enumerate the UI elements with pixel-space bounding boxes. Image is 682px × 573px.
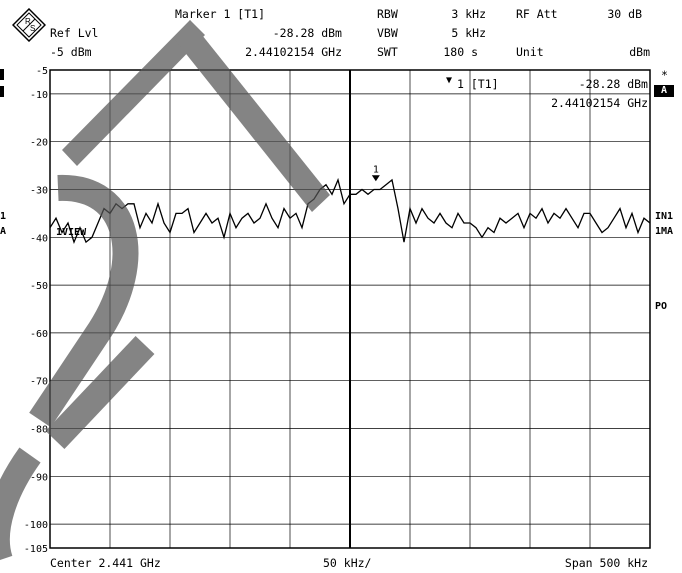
unit-value: dBm [629, 45, 650, 59]
y-tick-label: -105 [24, 544, 48, 555]
unit-label: Unit [516, 45, 544, 59]
y-tick-label: -100 [24, 520, 48, 531]
marker-title: Marker 1 [T1] [175, 7, 266, 21]
marker-label: 1 [373, 164, 379, 175]
rbw-label: RBW [377, 7, 398, 21]
y-tick-label: -50 [30, 281, 48, 292]
vbw-label: VBW [377, 26, 398, 40]
status-block-1 [0, 69, 4, 80]
rf-att-value: 30 dB [607, 7, 642, 21]
vbw-value: 5 kHz [451, 26, 486, 40]
swt-value: 180 s [443, 45, 478, 59]
y-tick-label: -20 [30, 138, 48, 149]
y-tick-label: -80 [30, 425, 48, 436]
rf-att-label: RF Att [516, 7, 558, 21]
swt-label: SWT [377, 45, 398, 59]
y-tick-label: -10 [30, 90, 48, 101]
marker-level: -28.28 dBm [272, 26, 342, 40]
trace-line [49, 177, 651, 244]
star-indicator: * [661, 68, 668, 82]
left-trace-number: 1 [0, 211, 7, 222]
ref-lvl-label: Ref Lvl [50, 26, 99, 40]
center-frequency: Center 2.441 GHz [50, 556, 161, 570]
y-tick-label: -70 [30, 377, 48, 388]
y-tick-label: -30 [30, 186, 48, 197]
left-trace-a: A [0, 226, 7, 237]
marker-point: 1 [371, 164, 380, 182]
y-tick-label: -90 [30, 472, 48, 483]
trace-mode-indicator: 1MA [655, 226, 674, 237]
per-division: 50 kHz/ [323, 556, 372, 570]
y-tick-label: -5 [36, 66, 48, 77]
ref-lvl-value: -5 dBm [50, 45, 92, 59]
rs-logo: R S [11, 7, 47, 46]
po-indicator: PO [655, 301, 668, 312]
span-value: Span 500 kHz [564, 556, 648, 570]
input-indicator: IN1 [655, 211, 674, 222]
marker-triangle-icon: ▼ [446, 75, 453, 86]
status-block-2 [0, 86, 4, 97]
marker-box-frequency: 2.44102154 GHz [551, 96, 648, 110]
svg-text:R: R [25, 17, 31, 26]
svg-text:S: S [30, 24, 35, 33]
y-tick-label: -40 [30, 233, 48, 244]
marker-box-label: 1 [T1] [457, 77, 499, 91]
watermark-letters [0, 20, 330, 560]
y-tick-label: -60 [30, 329, 48, 340]
marker-box-level: -28.28 dBm [578, 77, 648, 91]
y-tick-labels: -5 -10 -20 -30 -40 -50 -60 -70 -80 -90 -100 -105 [24, 66, 48, 555]
marker-triangle [371, 175, 380, 182]
rbw-value: 3 kHz [451, 7, 486, 21]
marker-frequency: 2.44102154 GHz [245, 45, 342, 59]
plot-grid [49, 69, 651, 549]
a-badge: A [654, 85, 674, 97]
trace-view-label: 1VIEW [56, 227, 87, 238]
